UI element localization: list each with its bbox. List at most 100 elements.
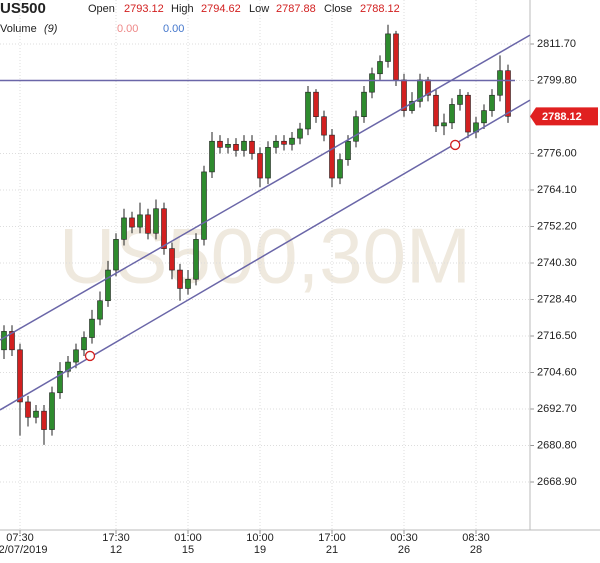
candle-body	[97, 300, 103, 320]
price-marker-box	[530, 107, 598, 126]
candle-body	[329, 134, 335, 179]
x-tick-label: 01:00	[174, 532, 202, 544]
candle-body	[145, 214, 151, 234]
volume-label: Volume	[0, 23, 37, 35]
candle-body	[257, 153, 263, 179]
candle-body	[457, 94, 463, 105]
candle-body	[481, 110, 487, 124]
candle-body	[337, 159, 343, 179]
candle-body	[161, 208, 167, 249]
x-date-label: 12	[110, 544, 122, 556]
x-tick-label: 08:30	[462, 532, 490, 544]
y-tick-label: 2692.70	[537, 403, 577, 415]
x-tick-label: 00:30	[390, 532, 418, 544]
candle-body	[41, 410, 47, 430]
candle-body	[193, 239, 199, 280]
y-tick-label: 2776.00	[537, 147, 577, 159]
high-value: 2794.62	[201, 3, 241, 15]
candle-body	[433, 94, 439, 127]
candle-body	[25, 401, 31, 418]
low-value: 2787.88	[276, 3, 316, 15]
candle-body	[121, 217, 127, 240]
candle-body	[497, 70, 503, 96]
candle-body	[81, 337, 87, 351]
candle-body	[393, 33, 399, 81]
x-date-label: 26	[398, 544, 410, 556]
candle-body	[369, 73, 375, 93]
open-value: 2793.12	[124, 3, 164, 15]
x-tick-label: 17:00	[318, 532, 346, 544]
trendline	[0, 34, 531, 341]
marker	[450, 139, 461, 151]
open-label: Open	[88, 3, 115, 15]
candle-body	[409, 101, 415, 111]
candle-body	[345, 140, 351, 160]
candle-body	[385, 33, 391, 62]
y-tick-label: 2716.50	[537, 330, 577, 342]
candle-body	[65, 361, 71, 372]
candle-body	[241, 140, 247, 151]
candle-body	[1, 331, 7, 351]
candle-body	[305, 91, 311, 130]
x-date-label: 02/07/2019	[0, 544, 48, 556]
y-tick-label: 2668.90	[537, 476, 577, 488]
y-tick-label: 2811.70	[537, 38, 576, 50]
candle-body	[321, 116, 327, 136]
candle-body	[465, 94, 471, 133]
y-tick-label: 2740.30	[537, 257, 577, 269]
volume-a: 0.00	[117, 23, 138, 35]
candle-body	[265, 147, 271, 179]
candle-body	[17, 349, 23, 403]
candle-body	[505, 70, 511, 117]
candle-body	[361, 91, 367, 118]
candle-body	[313, 91, 319, 118]
candle-body	[33, 410, 39, 418]
y-tick-label: 2764.10	[537, 184, 577, 196]
y-tick-label: 2680.80	[537, 439, 577, 451]
x-tick-label: 07:30	[6, 532, 34, 544]
candle-body	[377, 61, 383, 75]
candle-body	[9, 331, 15, 351]
candle-body	[217, 140, 223, 148]
candle-body	[49, 392, 55, 430]
x-tick-label: 10:00	[246, 532, 274, 544]
x-tick-label: 17:30	[102, 532, 130, 544]
chart-title: US500	[0, 0, 46, 17]
candle-body	[153, 208, 159, 234]
price-marker-label: 2788.12	[542, 111, 582, 123]
y-tick-label: 2752.20	[537, 220, 577, 232]
candle-body	[289, 137, 295, 145]
candle-body	[249, 140, 255, 154]
high-label: High	[171, 3, 194, 15]
candle-body	[169, 248, 175, 271]
candle-body	[201, 171, 207, 240]
candle-body	[273, 140, 279, 148]
volume-b: 0.00	[163, 23, 184, 35]
candle-body	[89, 318, 95, 338]
plot	[0, 0, 600, 534]
candle-body	[185, 278, 191, 289]
volume-period: (9)	[44, 23, 58, 35]
candle-body	[281, 140, 287, 145]
x-date-label: 19	[254, 544, 266, 556]
candle-body	[73, 349, 79, 363]
candle-body	[137, 214, 143, 228]
x-date-label: 28	[470, 544, 482, 556]
y-tick-label: 2728.40	[537, 293, 577, 305]
y-tick-label: 2799.80	[537, 74, 577, 86]
close-label: Close	[324, 3, 352, 15]
candle-body	[233, 144, 239, 151]
candle-body	[177, 269, 183, 289]
x-date-label: 15	[182, 544, 194, 556]
low-label: Low	[249, 3, 269, 15]
candle-body	[441, 122, 447, 127]
candle-body	[353, 116, 359, 142]
candle-body	[297, 128, 303, 139]
candle-body	[225, 144, 231, 148]
candle-body	[113, 239, 119, 271]
candle-body	[449, 104, 455, 124]
candle-body	[105, 269, 111, 302]
y-tick-label: 2704.60	[537, 366, 577, 378]
candle-body	[57, 370, 63, 394]
